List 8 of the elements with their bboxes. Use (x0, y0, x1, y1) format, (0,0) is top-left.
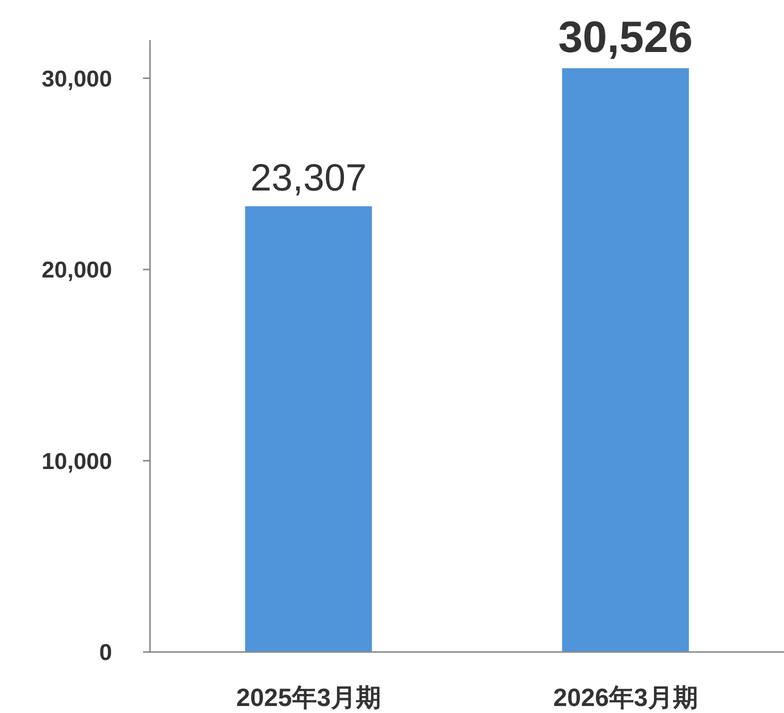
x-tick-label: 2025年3月期 (236, 684, 381, 712)
y-tick-label: 20,000 (42, 256, 112, 282)
y-tick-label: 30,000 (42, 65, 112, 92)
data-label: 23,307 (250, 157, 367, 200)
y-tick-label: 10,000 (42, 448, 112, 474)
x-tick-label: 2026年3月期 (553, 684, 698, 712)
data-label: 30,526 (558, 13, 693, 62)
y-tick-label: 0 (99, 639, 112, 665)
